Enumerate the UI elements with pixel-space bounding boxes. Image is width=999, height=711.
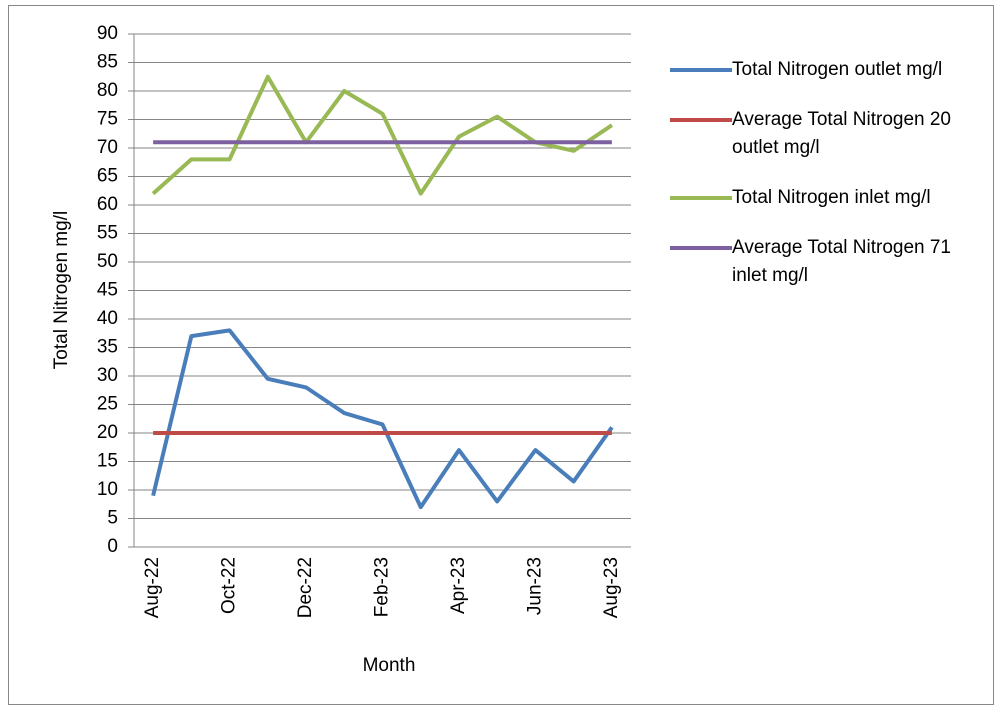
y-tick-label: 50 <box>97 251 118 272</box>
legend: Total Nitrogen outlet mg/l Average Total … <box>668 56 988 312</box>
y-tick-label: 70 <box>97 137 118 158</box>
legend-label: Average Total Nitrogen 71 inlet mg/l <box>732 237 952 286</box>
y-tick-label: 80 <box>97 80 118 101</box>
x-tick-label: Feb-23 <box>372 557 393 617</box>
legend-item: Total Nitrogen inlet mg/l <box>668 184 988 212</box>
y-tick-label: 90 <box>97 23 118 44</box>
y-tick-label: 60 <box>97 194 118 215</box>
legend-swatch <box>670 196 732 200</box>
y-tick-label: 15 <box>97 451 118 472</box>
y-tick-label: 0 <box>107 536 118 557</box>
y-tick-label: 75 <box>97 109 118 130</box>
y-tick-label: 30 <box>97 365 118 386</box>
y-tick-label: 5 <box>107 508 118 529</box>
x-tick-label: Aug-23 <box>601 557 622 618</box>
legend-swatch <box>670 118 732 122</box>
x-tick-label: Aug-22 <box>142 557 163 618</box>
series-line <box>151 328 614 510</box>
legend-label: Total Nitrogen outlet mg/l <box>732 59 943 80</box>
y-tick-label: 55 <box>97 223 118 244</box>
x-tick-label: Apr-23 <box>448 557 469 614</box>
chart-border <box>8 5 994 705</box>
legend-item: Average Total Nitrogen 20 outlet mg/l <box>668 106 988 162</box>
x-tick-label: Dec-22 <box>295 557 316 618</box>
x-axis-title: Month <box>363 655 416 676</box>
legend-label: Average Total Nitrogen 20 outlet mg/l <box>732 109 952 158</box>
y-tick-label: 65 <box>97 166 118 187</box>
legend-swatch <box>670 68 732 72</box>
y-tick-label: 35 <box>97 337 118 358</box>
y-tick-label: 10 <box>97 479 118 500</box>
y-tick-label: 40 <box>97 308 118 329</box>
legend-item: Average Total Nitrogen 71 inlet mg/l <box>668 234 988 290</box>
legend-label: Total Nitrogen inlet mg/l <box>732 187 931 208</box>
legend-swatch <box>670 246 732 250</box>
y-axis-title: Total Nitrogen mg/l <box>51 211 72 369</box>
legend-item: Total Nitrogen outlet mg/l <box>668 56 988 84</box>
x-tick-label: Jun-23 <box>524 557 545 615</box>
y-tick-label: 45 <box>97 280 118 301</box>
y-tick-label: 20 <box>97 422 118 443</box>
y-tick-label: 25 <box>97 394 118 415</box>
x-tick-label: Oct-22 <box>219 557 240 614</box>
y-tick-label: 85 <box>97 52 118 73</box>
